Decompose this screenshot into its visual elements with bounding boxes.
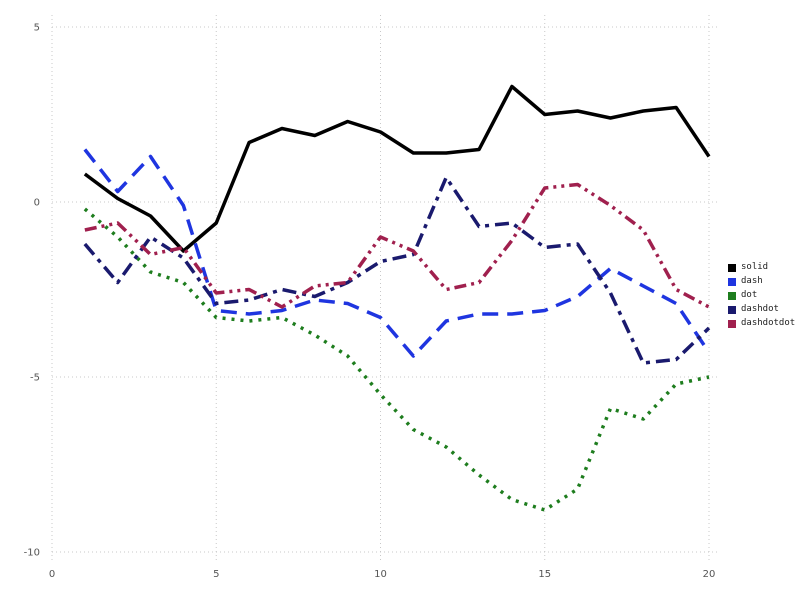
legend-marker-dashdot [728,305,736,314]
legend: solid dash dot dashdot dashdotdot [728,262,795,329]
series-line-dash [83,148,711,358]
axis-tick-labels: 0 5 10 15 20 -10 -5 0 5 [24,23,716,581]
legend-marker-dot [728,291,736,300]
legend-item-dashdot: dashdot [728,304,795,315]
series-line-dashdotdot [84,182,710,309]
x-tick-label: 0 [49,569,55,580]
legend-marker-solid [728,263,736,272]
gridlines [51,15,717,561]
legend-label-dashdotdot: dashdotdot [741,318,796,328]
x-tick-label: 20 [703,569,716,580]
legend-item-solid: solid [728,262,795,273]
x-tick-label: 5 [213,569,219,580]
y-tick-label: -5 [30,373,40,384]
y-tick-label: 5 [34,23,40,34]
y-tick-label: -10 [24,548,40,559]
series-line-dashdot [83,175,711,365]
x-tick-label: 15 [538,569,551,580]
series-lines [83,84,711,512]
legend-label-dash: dash [741,276,763,286]
legend-item-dot: dot [728,290,795,301]
legend-label-solid: solid [741,262,769,272]
y-tick-label: 0 [34,198,40,209]
legend-label-dashdot: dashdot [741,304,779,314]
legend-marker-dash [728,277,736,286]
legend-item-dashdotdot: dashdotdot [728,318,795,329]
legend-label-dot: dot [741,290,758,300]
legend-marker-dashdotdot [728,319,736,328]
series-line-solid [83,84,711,253]
series-line-dot [83,207,710,512]
x-tick-label: 10 [374,569,387,580]
legend-item-dash: dash [728,276,795,287]
